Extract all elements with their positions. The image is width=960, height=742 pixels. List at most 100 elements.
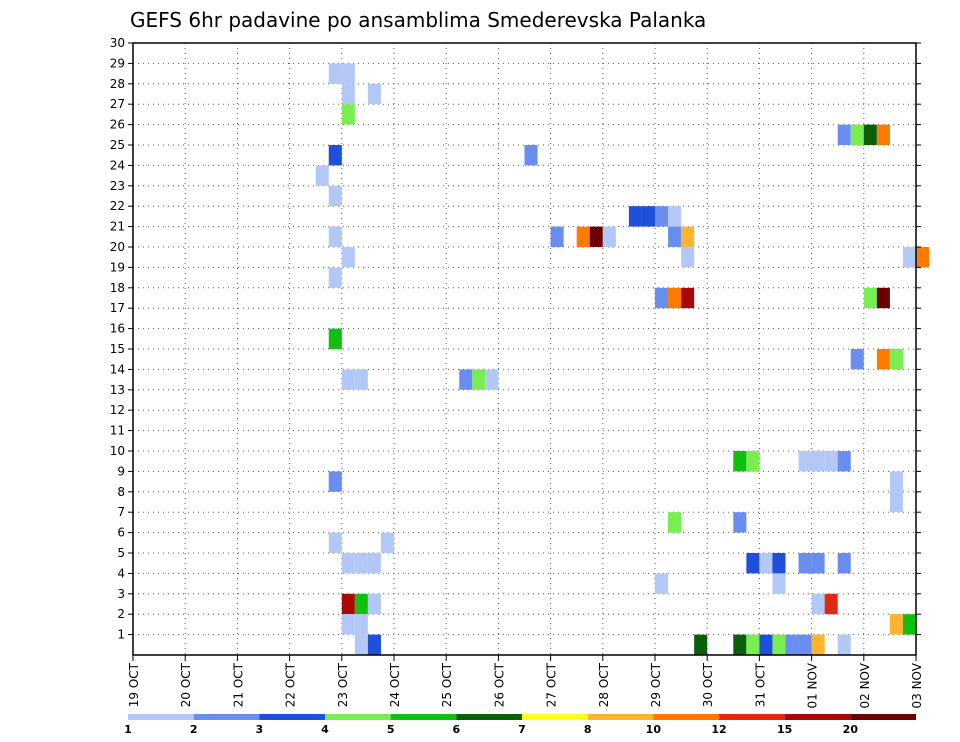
y-tick-label: 16 [110, 322, 125, 336]
colorbar-swatch [259, 714, 325, 720]
precip-cell [798, 451, 812, 472]
precip-cell [341, 63, 355, 84]
colorbar-swatch [850, 714, 916, 720]
colorbar-swatch [719, 714, 785, 720]
precip-cell [341, 247, 355, 268]
precip-cell [811, 553, 825, 574]
y-tick-label: 7 [117, 505, 125, 519]
y-tick-label: 28 [110, 77, 125, 91]
x-tick-label: 03 NOV [910, 662, 924, 708]
y-tick-label: 8 [117, 485, 125, 499]
precip-cell [733, 634, 747, 655]
y-tick-label: 1 [117, 628, 125, 642]
precip-cell [889, 349, 903, 370]
y-tick-label: 23 [110, 179, 125, 193]
precip-cell [641, 206, 655, 227]
x-tick-label: 30 OCT [701, 662, 715, 707]
y-tick-label: 14 [110, 362, 125, 376]
precip-cell [746, 553, 760, 574]
precip-cell [576, 226, 590, 247]
precip-cell [916, 247, 930, 268]
precip-cell [811, 593, 825, 615]
precip-cell [328, 185, 342, 207]
colorbar-tick-label: 1 [124, 723, 132, 736]
precip-cell [876, 287, 890, 309]
precip-cell [367, 553, 381, 574]
colorbar-tick-label: 2 [190, 723, 198, 736]
y-tick-label: 12 [110, 403, 125, 417]
precip-cell [811, 634, 825, 655]
y-tick-label: 11 [110, 424, 125, 438]
precip-cell [367, 83, 381, 105]
precip-cell [589, 226, 603, 247]
y-tick-label: 10 [110, 444, 125, 458]
precip-cell [850, 124, 864, 145]
y-tick-label: 18 [110, 281, 125, 295]
colorbar-swatch [128, 714, 194, 720]
precip-cell [655, 573, 669, 594]
colorbar-tick-label: 15 [777, 723, 792, 736]
precip-cell [733, 512, 747, 533]
precip-cell [889, 471, 903, 492]
y-tick-label: 5 [117, 546, 125, 560]
x-tick-label: 28 OCT [597, 662, 611, 707]
precip-cell [602, 226, 616, 247]
precip-cell [341, 614, 355, 635]
x-tick-label: 01 NOV [806, 662, 820, 708]
precip-cell [733, 451, 747, 472]
y-tick-label: 6 [117, 526, 125, 540]
precip-cell [354, 593, 368, 615]
precip-cell [328, 267, 342, 288]
precip-cell [341, 593, 355, 615]
precip-cell [380, 532, 394, 553]
y-tick-label: 30 [110, 36, 125, 50]
x-tick-label: 02 NOV [858, 662, 872, 708]
precip-cell [863, 287, 877, 309]
precip-cell [328, 226, 342, 247]
precip-cell [889, 614, 903, 635]
x-tick-label: 31 OCT [753, 662, 767, 707]
precip-cell [824, 593, 838, 615]
precip-cell [772, 553, 786, 574]
precip-cell [550, 226, 564, 247]
precip-cell [811, 451, 825, 472]
colorbar-swatch [587, 714, 654, 720]
precip-cell [798, 634, 812, 655]
precip-cell [746, 634, 760, 655]
colorbar-swatch [522, 714, 588, 720]
precip-cell [341, 369, 355, 390]
y-tick-label: 9 [117, 464, 125, 478]
y-tick-label: 20 [110, 240, 125, 254]
y-tick-label: 2 [117, 607, 125, 621]
precip-cell [354, 634, 368, 655]
y-tick-label: 29 [110, 56, 125, 70]
precip-cell [354, 369, 368, 390]
precip-cell [681, 226, 695, 247]
y-tick-label: 24 [110, 158, 125, 172]
x-tick-label: 19 OCT [127, 662, 141, 707]
precip-cell [485, 369, 499, 390]
precip-cell [759, 553, 773, 574]
precip-cell [354, 614, 368, 635]
precip-cell [902, 247, 916, 268]
precip-cell [785, 634, 799, 655]
precip-cell [524, 145, 538, 166]
precip-cell [367, 634, 381, 655]
precip-cell [328, 532, 342, 553]
y-tick-label: 22 [110, 199, 125, 213]
precip-cell [668, 287, 682, 309]
colorbar-swatch [193, 714, 260, 720]
precip-cell [798, 553, 812, 574]
precip-cell [328, 145, 342, 166]
precip-cell [772, 634, 786, 655]
precip-cell [472, 369, 486, 390]
x-tick-label: 29 OCT [649, 662, 663, 707]
precip-cell [628, 206, 642, 227]
colorbar-tick-label: 10 [646, 723, 662, 736]
x-tick-label: 26 OCT [492, 662, 506, 707]
precip-cell [655, 287, 669, 309]
precip-cell [694, 634, 708, 655]
precip-cell [681, 287, 695, 309]
x-axis: 19 OCT 20 OCT 21 OCT 22 OCT 23 OCT 24 OCT 25 O… [127, 655, 924, 709]
